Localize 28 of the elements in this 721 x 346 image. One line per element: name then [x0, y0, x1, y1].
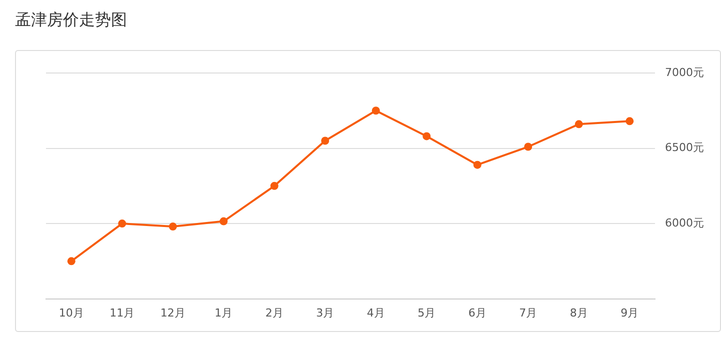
x-tick-label: 12月 [160, 306, 186, 320]
point [372, 106, 380, 115]
x-tick-label: 6月 [468, 306, 486, 320]
y-tick-label: 6500元 [665, 141, 704, 154]
x-tick-label: 7月 [519, 306, 538, 320]
x-tick-label: 2月 [265, 306, 284, 320]
x-tick-label: 11月 [110, 306, 135, 320]
x-tick-label: 9月 [620, 306, 639, 320]
x-tick-label: 3月 [316, 306, 334, 320]
point [422, 132, 431, 140]
point [473, 160, 482, 169]
point [321, 136, 330, 145]
chart-title: 孟津房价走势图 [15, 10, 127, 31]
point [626, 117, 634, 126]
point [220, 217, 228, 226]
y-tick-label: 6000元 [665, 216, 704, 230]
x-tick-label: 1月 [214, 306, 233, 320]
y-tick-label: 7000元 [665, 66, 704, 79]
x-tick-label: 10月 [58, 306, 84, 320]
x-tick-label: 4月 [366, 306, 385, 320]
point [67, 257, 76, 266]
point [574, 120, 583, 128]
point [118, 220, 126, 228]
point [270, 182, 278, 190]
x-tick-label: 8月 [570, 306, 588, 320]
point [524, 142, 532, 151]
point [168, 222, 177, 231]
x-tick-label: 5月 [418, 306, 436, 320]
